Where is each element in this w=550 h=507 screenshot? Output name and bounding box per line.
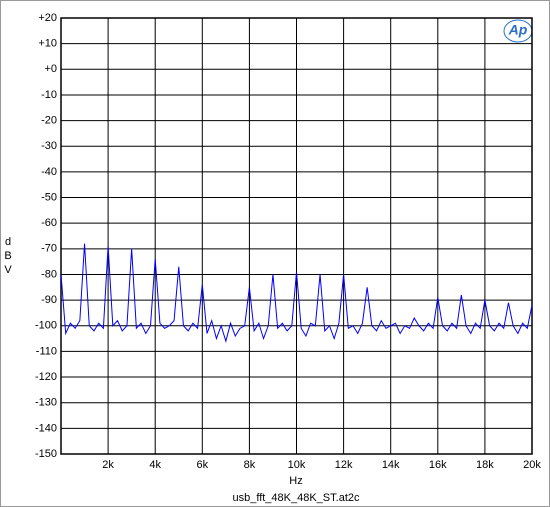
y-tick-label: +20 xyxy=(38,12,57,24)
y-tick-label: -110 xyxy=(36,345,57,357)
y-tick-label: -90 xyxy=(41,294,57,306)
y-tick-label: +0 xyxy=(44,63,57,75)
y-axis-label: dBV xyxy=(2,236,14,278)
y-tick-label: -50 xyxy=(41,191,57,203)
x-tick-label: 6k xyxy=(196,459,208,471)
y-tick-label: -150 xyxy=(35,448,57,460)
y-tick-label: -40 xyxy=(41,166,57,178)
x-tick-label: 2k xyxy=(102,459,114,471)
y-tick-label: -80 xyxy=(41,268,57,280)
caption: usb_fft_48K_48K_ST.at2c xyxy=(232,492,360,504)
y-tick-label: -20 xyxy=(41,114,57,126)
y-tick-label: -60 xyxy=(41,217,57,229)
x-tick-label: 20k xyxy=(523,459,541,471)
x-tick-label: 18k xyxy=(476,459,494,471)
x-tick-label: 8k xyxy=(244,459,256,471)
x-axis-label: Hz xyxy=(289,475,302,487)
x-tick-label: 10k xyxy=(288,459,306,471)
y-tick-label: -120 xyxy=(35,371,57,383)
plot-border xyxy=(60,17,533,455)
y-tick-label: -100 xyxy=(35,320,57,332)
y-tick-label: -70 xyxy=(41,243,57,255)
logo: Ap xyxy=(508,22,528,38)
y-tick-label: -130 xyxy=(35,397,57,409)
x-tick-label: 14k xyxy=(382,459,400,471)
spectrum-line xyxy=(60,243,533,343)
x-tick-label: 4k xyxy=(149,459,161,471)
y-tick-label: +10 xyxy=(38,38,57,50)
y-tick-label: -10 xyxy=(41,89,57,101)
x-tick-label: 16k xyxy=(429,459,447,471)
x-tick-label: 12k xyxy=(335,459,353,471)
y-tick-label: -30 xyxy=(41,140,57,152)
y-tick-label: -140 xyxy=(35,422,57,434)
